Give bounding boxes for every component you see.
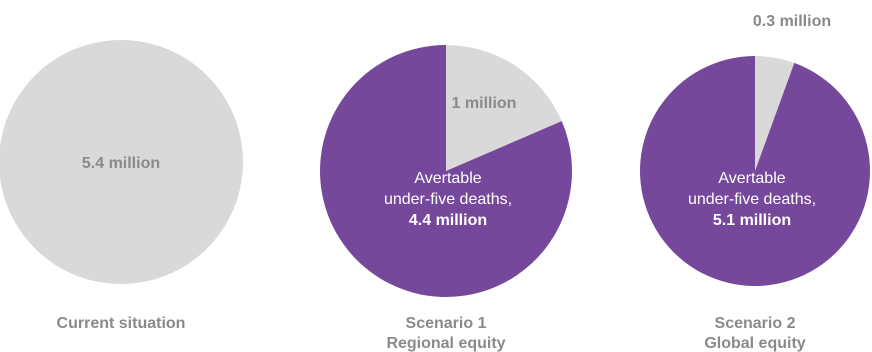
pie-1-caption-line-1: Current situation xyxy=(57,315,186,332)
pie-2-slice-1 xyxy=(446,45,562,171)
pie-1-slice-1 xyxy=(0,40,243,284)
pie-2-slice-2-label-line-2: under-five deaths, xyxy=(384,191,512,208)
pie-3-slice-2-label-line-2: under-five deaths, xyxy=(688,191,816,208)
pie-3-slice-2-label-line-3: 5.1 million xyxy=(713,212,791,229)
pie-1-slice-1-label: 5.4 million xyxy=(82,155,160,172)
pie-2-slice-1-label: 1 million xyxy=(452,95,517,112)
pie-3-slice-1 xyxy=(755,56,795,171)
pie-3-slice-1-label: 0.3 million xyxy=(753,13,831,30)
pie-3-caption-line-2: Global equity xyxy=(704,335,805,352)
pie-2-slice-2-label-line-1: Avertable xyxy=(414,170,481,187)
pie-2-caption-line-2: Regional equity xyxy=(386,335,505,352)
pie-2-caption-line-1: Scenario 1 xyxy=(406,315,487,332)
pie-2-slice-2 xyxy=(320,45,573,297)
pie-3-caption-line-1: Scenario 2 xyxy=(715,315,796,332)
pie-3-slice-2-label-line-1: Avertable xyxy=(718,170,785,187)
pie-2-slice-2-label-line-3: 4.4 million xyxy=(409,212,487,229)
pie-3-slice-2 xyxy=(639,56,870,286)
